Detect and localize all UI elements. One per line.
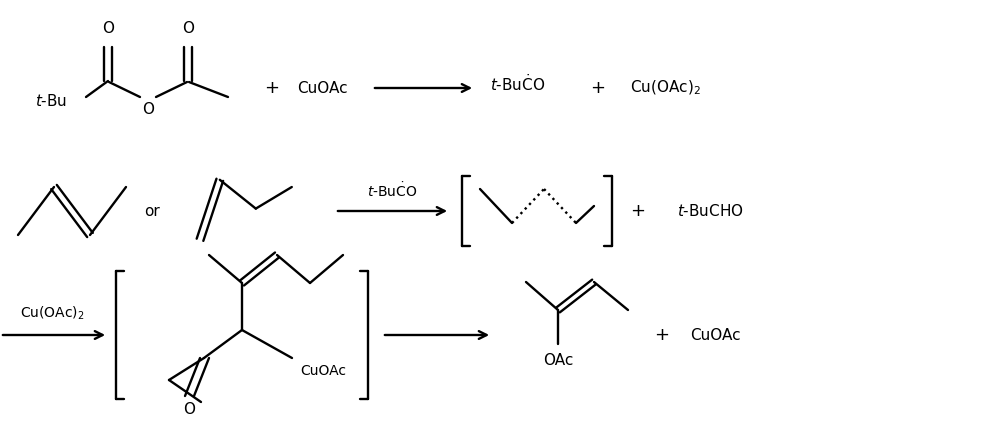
Text: Cu(OAc)$_2$: Cu(OAc)$_2$ (630, 79, 700, 97)
Text: $t$-Bu: $t$-Bu (35, 93, 67, 109)
Text: CuOAc: CuOAc (297, 80, 347, 96)
Text: +: + (631, 202, 646, 220)
Text: O: O (182, 21, 194, 36)
Text: OAc: OAc (543, 353, 573, 368)
Text: Cu(OAc)$_2$: Cu(OAc)$_2$ (20, 304, 84, 322)
Text: CuOAc: CuOAc (690, 327, 740, 343)
Text: +: + (590, 79, 606, 97)
Text: $t$-BuCHO: $t$-BuCHO (677, 203, 743, 219)
Text: or: or (144, 203, 160, 219)
Text: O: O (142, 102, 154, 117)
Text: +: + (654, 326, 670, 344)
Text: O: O (183, 402, 195, 417)
Text: CuOAc: CuOAc (300, 364, 346, 378)
Text: +: + (264, 79, 280, 97)
Text: $t$-Bu$\mathregular{\dot{C}}$O: $t$-Bu$\mathregular{\dot{C}}$O (367, 181, 417, 201)
Text: O: O (102, 21, 114, 36)
Text: $t$-Bu$\mathregular{\dot{C}}$O: $t$-Bu$\mathregular{\dot{C}}$O (490, 74, 546, 94)
